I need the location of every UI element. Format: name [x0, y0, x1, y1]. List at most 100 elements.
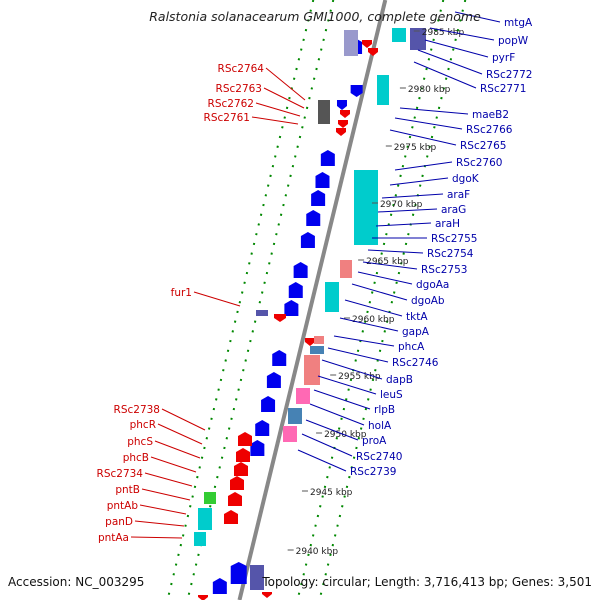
left-leader-line	[263, 87, 305, 109]
forward-gene	[284, 300, 299, 316]
tick-label: 2985 kbp	[422, 28, 465, 38]
right-gene-label: dgoAb	[411, 295, 445, 307]
topology-summary: Topology: circular; Length: 3,716,413 bp…	[262, 575, 592, 589]
left-gene-label: phcR	[130, 419, 156, 431]
reverse-gene	[234, 462, 248, 476]
right-gene-label: RSc2739	[350, 466, 396, 478]
reverse-gene	[198, 595, 208, 600]
left-leader-line	[255, 102, 301, 117]
right-leader-line	[317, 375, 377, 395]
forward-gene	[230, 562, 247, 584]
forward-gene	[288, 282, 303, 298]
right-gene-label: RSc2766	[466, 124, 513, 136]
reverse-gene	[340, 110, 350, 118]
left-leader-line	[139, 504, 187, 515]
feature-salmon-block	[314, 336, 324, 344]
forward-gene	[261, 396, 276, 412]
tick-label: 2955 kbp	[338, 372, 381, 382]
right-leader-line	[399, 107, 469, 115]
right-gene-label: araG	[441, 204, 466, 216]
feature-slate-block	[250, 565, 264, 590]
right-gene-label: tktA	[406, 311, 428, 323]
left-leader-line	[134, 520, 185, 527]
forward-gene	[350, 85, 363, 97]
reverse-gene	[236, 448, 250, 462]
reverse-gene	[274, 314, 286, 322]
right-gene-label: proA	[362, 435, 387, 447]
right-leader-line	[424, 39, 489, 58]
left-gene-label: panD	[105, 516, 133, 528]
forward-gene	[212, 578, 227, 594]
feature-salmon-block	[340, 260, 352, 278]
tick-label: 2960 kbp	[352, 315, 395, 325]
right-gene-label: phcA	[398, 341, 425, 353]
left-leader-line	[265, 67, 306, 101]
right-gene-label: RSc2771	[480, 83, 526, 95]
right-leader-line	[305, 419, 359, 441]
reverse-gene	[336, 128, 346, 136]
left-leader-line	[150, 456, 197, 473]
backbone-line	[237, 0, 388, 600]
left-gene-label: pntB	[115, 484, 140, 496]
right-leader-line	[413, 61, 477, 89]
left-leader-line	[141, 488, 191, 501]
tick-label: 2965 kbp	[366, 257, 409, 267]
label-layer: RSc2764 RSc2763 RSc2762 RSc2761 fur1 RSc2738 p…	[97, 11, 533, 544]
forward-gene	[250, 440, 265, 456]
right-gene-label: dapB	[386, 374, 413, 386]
right-gene-label: RSc2754	[427, 248, 474, 260]
left-gene-label: RSc2762	[208, 98, 254, 110]
right-leader-line	[321, 359, 383, 380]
reverse-gene	[368, 48, 378, 56]
right-leader-line	[454, 11, 501, 23]
left-leader-line	[130, 536, 183, 539]
right-gene-label: araH	[435, 218, 460, 230]
forward-gene	[336, 100, 347, 110]
right-leader-line	[389, 177, 449, 186]
right-gene-label: RSc2765	[460, 140, 506, 152]
forward-gene	[311, 190, 326, 206]
right-leader-line	[377, 208, 438, 213]
right-leader-line	[344, 299, 403, 317]
right-gene-label: araF	[447, 189, 470, 201]
right-leader-line	[394, 117, 463, 130]
right-leader-line	[389, 129, 457, 146]
right-gene-label: RSc2753	[421, 264, 467, 276]
forward-gene	[272, 350, 287, 366]
forward-gene	[293, 262, 308, 278]
right-gene-label: leuS	[380, 389, 403, 401]
right-gene-label: RSc2740	[356, 451, 402, 463]
feature-pink-block	[296, 388, 310, 404]
left-gene-label: RSc2763	[216, 83, 262, 95]
forward-gene	[255, 420, 270, 436]
tick-label: 2975 kbp	[394, 143, 437, 153]
reverse-gene	[262, 592, 272, 598]
tick-label: 2980 kbp	[408, 85, 451, 95]
forward-gene	[300, 232, 315, 248]
right-leader-line	[367, 249, 424, 254]
tick-label: 2940 kbp	[296, 547, 339, 557]
left-gene-label: phcB	[123, 452, 149, 464]
genome-title: Ralstonia solanacearum GMI1000, complete…	[149, 9, 481, 24]
right-leader-line	[362, 261, 418, 270]
feature-cyan-block	[354, 170, 378, 245]
left-leader-line	[154, 440, 201, 459]
tick-label: 2970 kbp	[380, 200, 423, 210]
right-gene-label: RSc2755	[431, 233, 477, 245]
right-leader-line	[309, 403, 365, 426]
feature-salmon-block	[304, 355, 320, 385]
feature-cyan-block	[325, 282, 339, 312]
right-gene-label: dgoAa	[416, 279, 449, 291]
right-leader-line	[327, 347, 389, 363]
feature-grey-block	[318, 100, 330, 124]
right-leader-line	[417, 49, 483, 75]
right-gene-label: maeB2	[472, 109, 509, 121]
tick-label: 2945 kbp	[310, 488, 353, 498]
feature-slate-block	[256, 310, 268, 316]
right-gene-label: gapA	[402, 326, 430, 338]
left-gene-label: RSc2734	[97, 468, 144, 480]
feature-slate-block	[344, 30, 358, 56]
right-leader-line	[333, 335, 395, 347]
feature-cyan-block	[392, 28, 406, 42]
